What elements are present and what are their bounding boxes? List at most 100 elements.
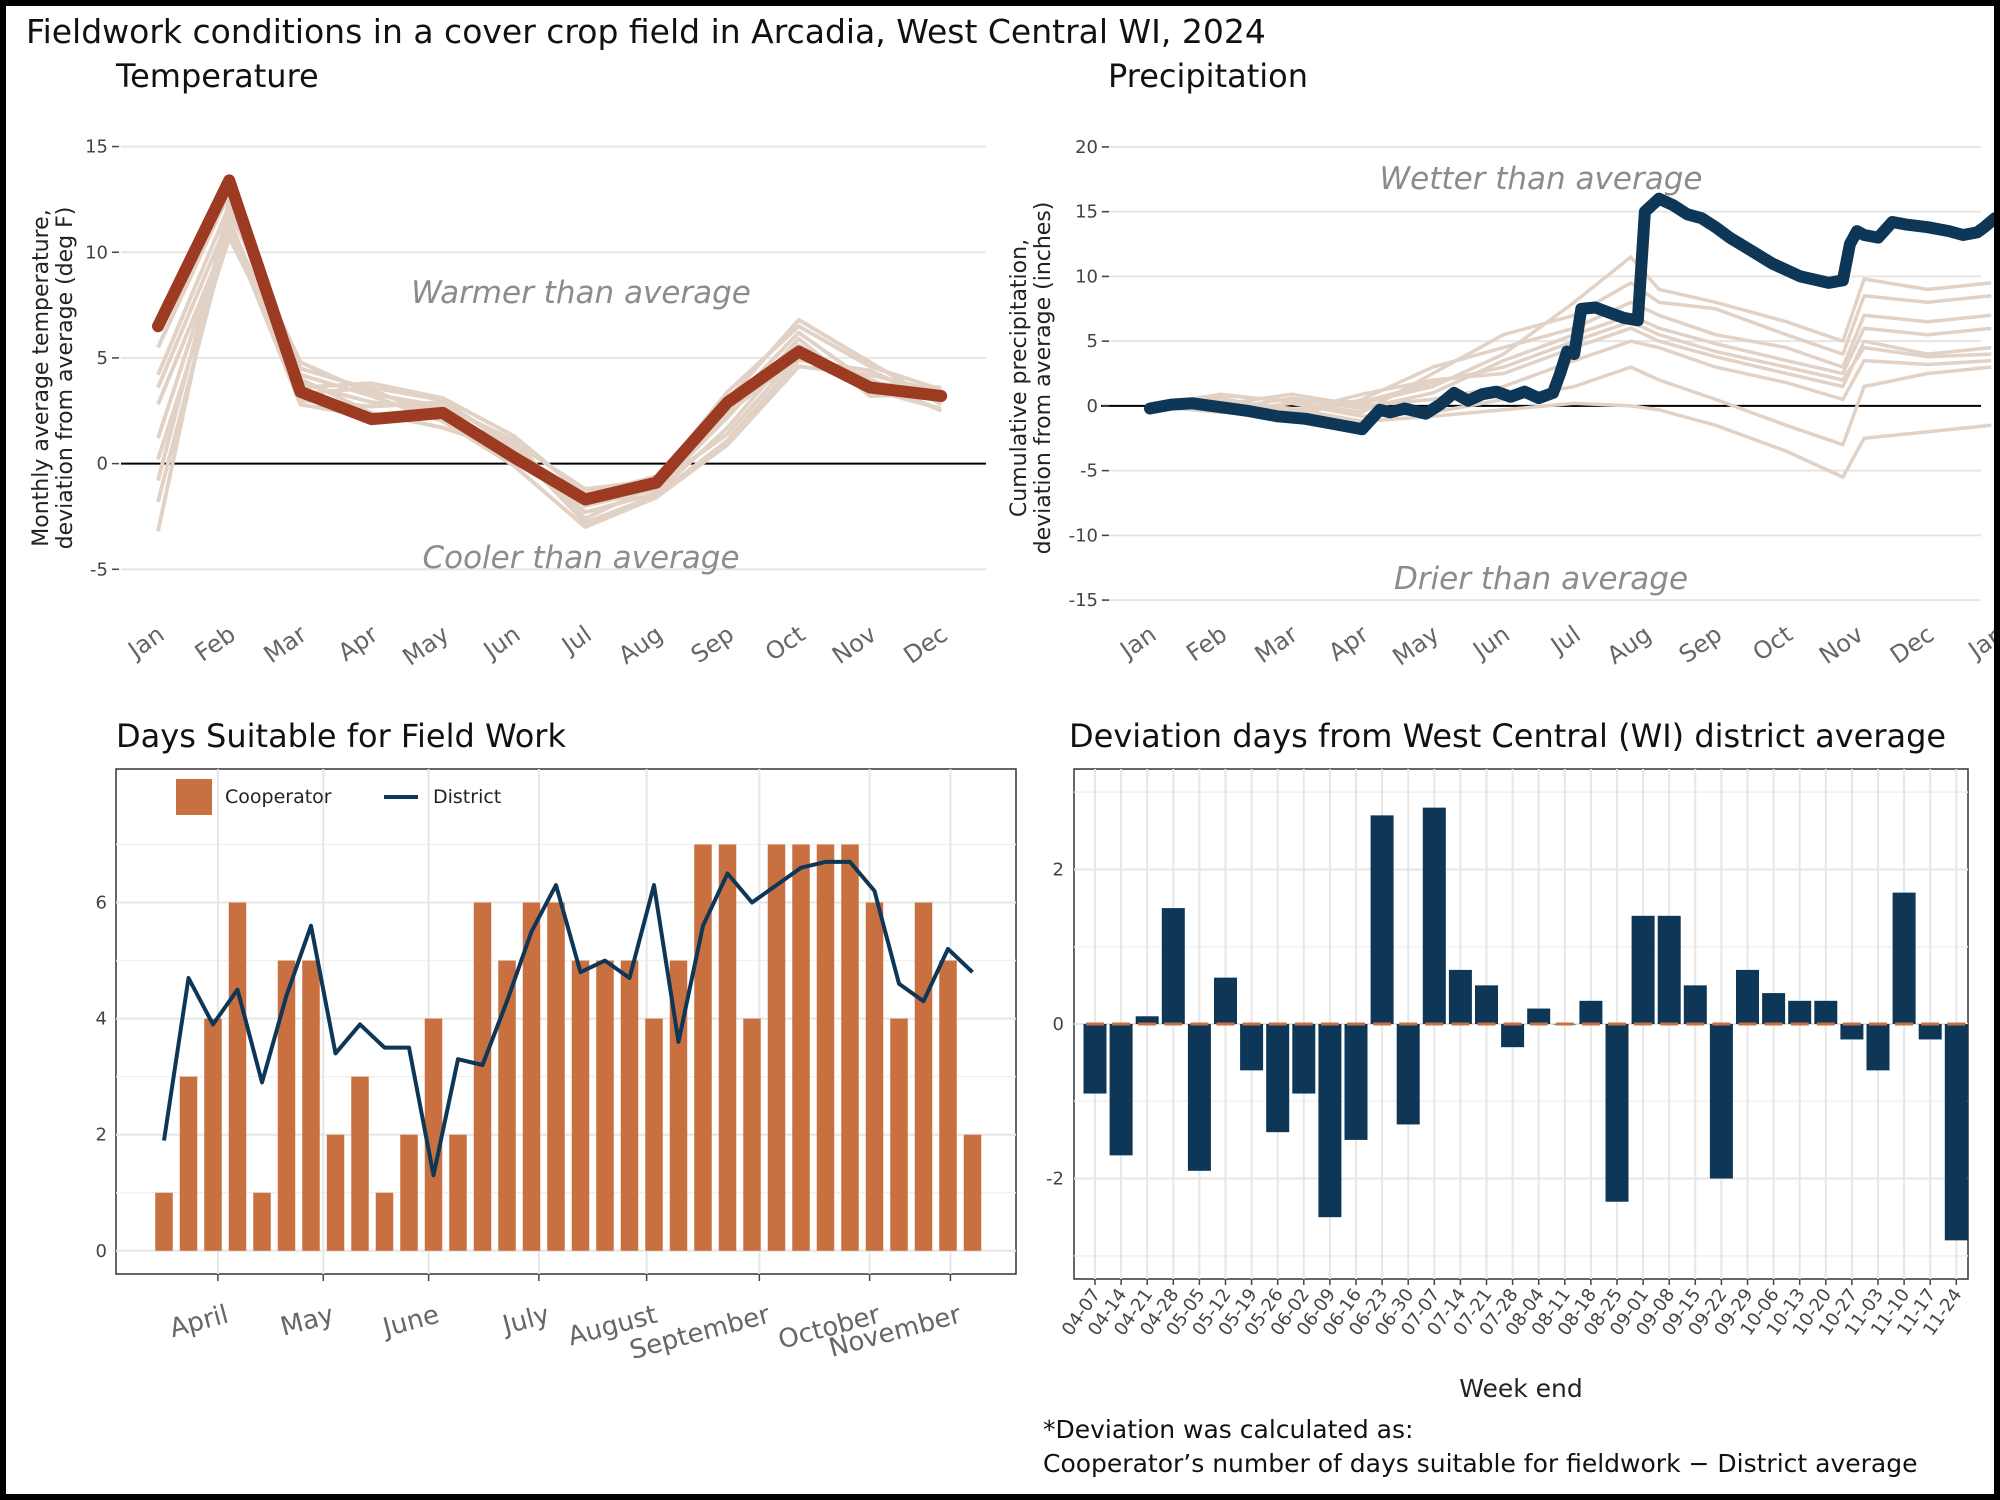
deviation-x-label: Week end: [1459, 1374, 1583, 1403]
precipitation-main-line: [1144, 192, 1994, 436]
precipitation-x-tick: Jan: [1962, 620, 1994, 665]
temperature-x-tick: Jun: [477, 620, 525, 666]
cooperator-bar: [253, 1192, 271, 1251]
deviation-bar: [1083, 1024, 1107, 1094]
deviation-bar: [1266, 1024, 1290, 1133]
cooperator-bar: [596, 960, 614, 1251]
days-suitable-title: Days Suitable for Field Work: [116, 717, 566, 755]
temperature-title: Temperature: [115, 57, 319, 95]
temperature-x-tick: Sep: [686, 620, 739, 669]
deviation-bar: [1605, 1024, 1629, 1202]
days-suitable-plot-border: [115, 768, 1017, 1275]
deviation-bar: [1240, 1024, 1264, 1071]
deviation-bar: [1396, 1024, 1420, 1125]
temperature-y-label-2: deviation from average (deg F): [53, 207, 78, 550]
days-suitable-y-ticks: 0 2 4 6: [96, 893, 107, 1262]
cooperator-bar: [302, 960, 320, 1251]
temperature-x-tick: Nov: [827, 620, 881, 670]
deviation-y-ticks: -2 0 2: [1046, 859, 1064, 1189]
cooperator-bar: [890, 1018, 908, 1251]
cooperator-bar: [547, 902, 565, 1251]
cooperator-bar: [400, 1134, 418, 1251]
deviation-bar: [1318, 1024, 1342, 1218]
precipitation-title: Precipitation: [1108, 57, 1308, 95]
temperature-x-tick: May: [398, 620, 455, 671]
cooperator-bar: [694, 844, 712, 1251]
precipitation-x-tick: Jan: [1113, 620, 1161, 665]
precipitation-background-line: [1149, 365, 1992, 447]
legend-cooperator-swatch: [176, 779, 212, 815]
deviation-bar: [1762, 993, 1786, 1024]
precipitation-x-tick: Aug: [1602, 620, 1656, 670]
temperature-x-ticks: Jan Feb Mar Apr May Jun Jul Aug Sep Oct Nov Dec: [121, 620, 952, 671]
cooperator-bar: [473, 902, 492, 1251]
temperature-y-label-1: Monthly average temperature,: [29, 209, 54, 546]
cooperator-bar: [571, 960, 590, 1251]
precipitation-background-line: [1149, 339, 1992, 408]
drier-annotation: Drier than average: [1394, 561, 1688, 597]
deviation-bar: [1448, 969, 1472, 1024]
deviation-bar: [1422, 807, 1446, 1024]
deviation-bar: [1501, 1024, 1525, 1048]
cooperator-bar: [865, 902, 884, 1251]
precipitation-y-tick: 10: [1075, 266, 1098, 287]
deviation-bar: [1344, 1024, 1368, 1140]
cooperator-bars: [155, 844, 982, 1251]
precipitation-y-label-2: deviation from average (inches): [1031, 202, 1056, 555]
cooperator-bar: [155, 1192, 173, 1251]
days-suitable-y-tick: 0: [96, 1241, 107, 1262]
precipitation-y-label-line-1: Cumulative precipitation,: [1007, 239, 1032, 517]
deviation-bar: [1892, 892, 1916, 1024]
precipitation-x-tick: Dec: [1885, 620, 1939, 670]
deviation-bar: [1736, 969, 1759, 1024]
precipitation-y-label-line-2: deviation from average (inches): [1031, 202, 1056, 555]
wetter-annotation: Wetter than average: [1380, 161, 1703, 197]
precipitation-background-lines: [1149, 255, 1992, 479]
temperature-y-tick: 15: [85, 137, 108, 158]
temperature-y-tick: 0: [97, 454, 108, 475]
deviation-bar: [1109, 1024, 1133, 1156]
deviation-y-tick: 0: [1053, 1014, 1064, 1035]
temperature-y-tick: -5: [90, 559, 108, 580]
deviation-bar: [1814, 1000, 1838, 1024]
cooperator-bar: [767, 844, 786, 1251]
precipitation-panel: Precipitation Wetter than average Drier …: [1007, 57, 1994, 671]
chart-canvas: Temperature Warmer than average Cooler t…: [29, 57, 1994, 1478]
cooperator-bar: [449, 1134, 467, 1251]
deviation-panel: Deviation days from West Central (WI) di…: [1043, 717, 1969, 1478]
precipitation-y-tick: -5: [1080, 461, 1098, 482]
precipitation-x-tick: Jul: [1544, 620, 1585, 661]
deviation-bar: [1475, 985, 1498, 1024]
precipitation-y-tick: 15: [1075, 202, 1098, 223]
temperature-grid: [121, 145, 986, 571]
precipitation-x-tick: Jun: [1467, 620, 1515, 666]
days-suitable-x-tick: April: [167, 1300, 232, 1344]
temperature-x-tick: Jan: [121, 620, 169, 665]
deviation-bar: [1944, 1024, 1968, 1241]
warmer-annotation: Warmer than average: [411, 275, 751, 311]
cooperator-bar: [816, 844, 835, 1251]
cooperator-bar: [204, 1018, 222, 1251]
deviation-bar: [1370, 815, 1394, 1024]
deviation-bar: [1866, 1024, 1890, 1071]
temperature-x-tick: Jul: [555, 620, 596, 661]
precipitation-x-tick: Mar: [1250, 620, 1303, 669]
legend-cooperator-label: Cooperator: [225, 786, 332, 808]
cooperator-bar: [277, 960, 296, 1251]
precipitation-background-line: [1149, 398, 1992, 479]
cooperator-bar: [498, 960, 516, 1251]
figure-frame: Fieldwork conditions in a cover crop fie…: [6, 6, 1994, 1494]
temperature-x-tick: Mar: [259, 620, 312, 669]
deviation-bar: [1161, 908, 1185, 1024]
cooperator-bar: [179, 1076, 198, 1251]
precipitation-x-ticks: Jan Feb Mar Apr May Jun Jul Aug Sep Oct Nov Dec Jan: [1113, 620, 1994, 671]
temperature-x-tick: Dec: [899, 620, 953, 670]
temperature-y-label-line-2: deviation from average (deg F): [53, 207, 78, 550]
district-series-line: [162, 859, 974, 1178]
precipitation-x-tick: May: [1388, 620, 1445, 671]
temperature-main-line: [152, 174, 948, 506]
cooperator-bar: [351, 1076, 369, 1251]
deviation-y-tick: 2: [1053, 859, 1064, 880]
days-suitable-legend: Cooperator District: [176, 779, 501, 815]
